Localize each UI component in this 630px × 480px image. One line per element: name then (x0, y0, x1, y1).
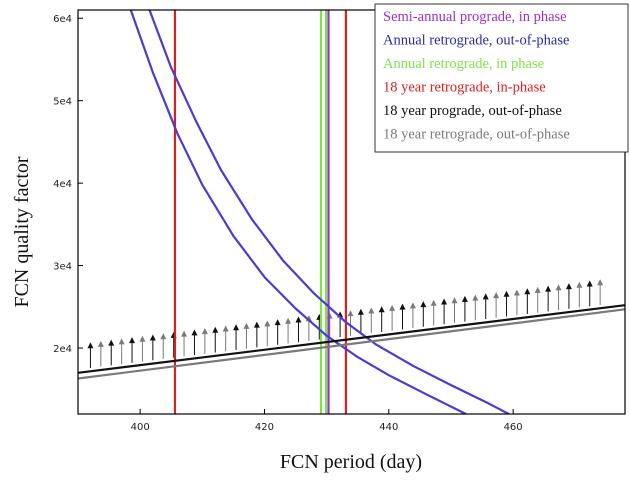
tick-layer: 400 420 440 460 2e4 3e4 4e4 5e4 6e4 (53, 14, 523, 433)
y-tick-label: 4e4 (53, 179, 72, 190)
arrow-mark (451, 297, 458, 323)
arrow-mark (597, 279, 604, 305)
arrow-mark (222, 325, 229, 352)
series-curve (148, 10, 510, 414)
arrow-mark (97, 340, 104, 367)
arrow-mark (524, 288, 531, 314)
legend-entry: 18 year prograde, out-of-phase (383, 103, 562, 119)
arrow-mark (555, 284, 562, 311)
legend-entry: 18 year retrograde, in-phase (383, 80, 546, 96)
arrow-mark (201, 328, 208, 354)
series-curve (129, 10, 467, 414)
arrow-mark (409, 302, 416, 329)
x-axis-title: FCN period (day) (280, 451, 422, 473)
x-tick-label: 420 (255, 422, 274, 433)
arrow-mark (212, 326, 219, 353)
arrow-mark (129, 337, 136, 363)
arrow-mark (191, 329, 198, 356)
arrow-mark (253, 321, 260, 348)
arrow-mark (160, 333, 167, 359)
legend-entry: 18 year retrograde, out-of-phase (383, 127, 570, 143)
arrow-mark (264, 320, 271, 347)
arrow-mark (503, 290, 510, 317)
x-tick-label: 440 (379, 422, 398, 433)
plot-frame (77, 9, 626, 415)
arrow-mark (482, 293, 489, 320)
arrow-mark (243, 322, 250, 349)
series-layer (78, 10, 625, 414)
arrow-mark (139, 335, 146, 362)
arrow-mark (274, 319, 281, 345)
legend: Semi-annual prograde, in phase Annual ret… (374, 3, 629, 153)
arrow-mark (295, 316, 302, 343)
arrow-mark (493, 292, 500, 318)
arrow-mark (118, 338, 125, 365)
arrow-mark (545, 285, 552, 312)
arrow-layer (87, 279, 604, 368)
arrow-mark (565, 283, 572, 309)
legend-entry: Semi-annual prograde, in phase (383, 9, 567, 25)
arrow-mark (87, 342, 94, 368)
legend-box (374, 3, 629, 153)
arrow-mark (586, 280, 593, 307)
x-tick-label: 460 (504, 422, 523, 433)
y-tick-label: 6e4 (53, 14, 72, 25)
arrow-mark (441, 298, 448, 325)
arrow-mark (389, 304, 396, 331)
arrow-mark (513, 289, 520, 316)
arrow-mark (461, 295, 468, 322)
arrow-mark (181, 330, 188, 357)
y-tick-label: 2e4 (53, 344, 72, 355)
legend-entry: Annual retrograde, in phase (383, 56, 544, 72)
arrow-mark (378, 306, 385, 332)
arrow-mark (576, 281, 583, 308)
series-curve (78, 308, 625, 380)
y-axis-title: FCN quality factor (11, 156, 33, 307)
arrow-mark (368, 307, 375, 334)
arrow-mark (108, 339, 115, 366)
y-tick-label: 3e4 (53, 262, 72, 273)
legend-entry: Annual retrograde, out-of-phase (383, 33, 569, 49)
arrow-mark (399, 303, 406, 330)
arrow-mark (430, 299, 437, 326)
arrow-mark (472, 294, 479, 321)
arrow-mark (420, 301, 427, 327)
arrow-mark (149, 334, 156, 361)
arrow-mark (357, 308, 364, 335)
arrow-mark (534, 286, 541, 313)
arrow-mark (233, 324, 240, 350)
series-curve (78, 304, 625, 374)
arrow-mark (285, 317, 292, 344)
x-tick-label: 400 (131, 422, 150, 433)
y-tick-label: 5e4 (53, 97, 72, 108)
